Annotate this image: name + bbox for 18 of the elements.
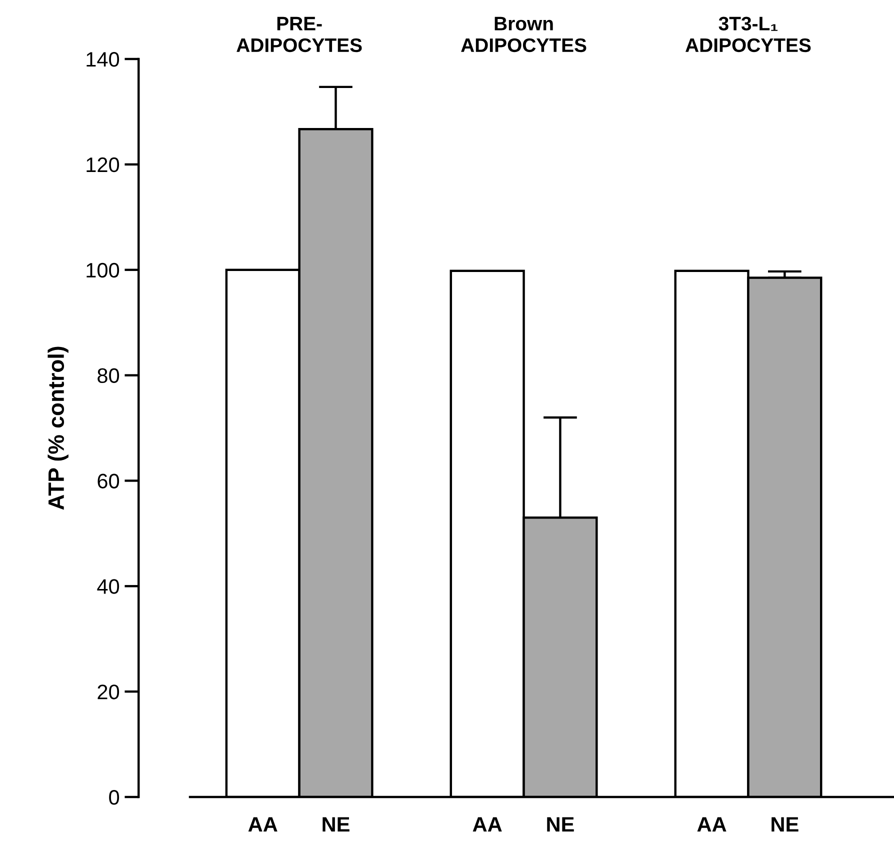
x-tick-label: NE <box>322 817 350 832</box>
y-tick-label: 120 <box>86 157 120 172</box>
y-tick-label: 100 <box>86 262 120 278</box>
y-axis-title: ATP (% control) <box>48 346 68 510</box>
x-tick-label: AA <box>697 817 726 832</box>
text: PRE- ADIPOCYTES <box>236 16 362 52</box>
y-tick-label: 40 <box>97 579 120 594</box>
x-tick-label: AA <box>248 817 278 832</box>
x-tick-label: NE <box>547 817 574 832</box>
text: Brown ADIPOCYTES <box>461 16 586 52</box>
y-tick-label: 20 <box>98 684 120 700</box>
y-tick-label: 80 <box>98 368 120 384</box>
y-tick-label: 60 <box>98 474 120 488</box>
x-tick-label: AA <box>472 817 502 832</box>
y-tick-label: 140 <box>86 52 120 67</box>
y-tick-label: 0 <box>109 790 120 805</box>
text: 3T3-L₁ ADIPOCYTES <box>686 16 811 52</box>
x-tick-label: NE <box>772 817 798 832</box>
